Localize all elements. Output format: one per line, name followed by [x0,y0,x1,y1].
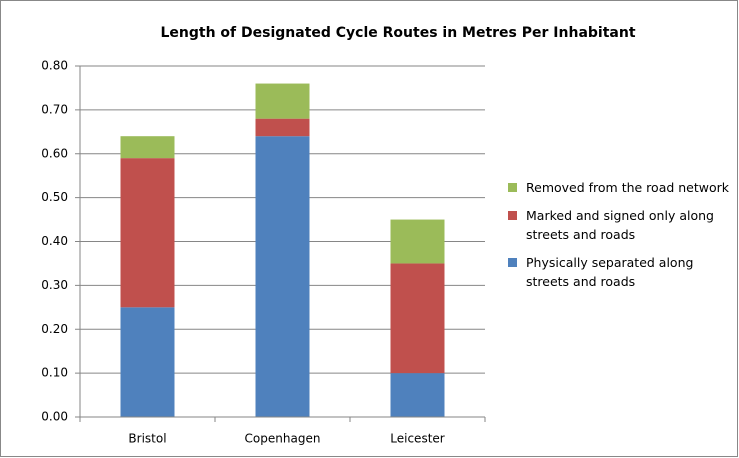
legend-item: Physically separated along streets and r… [508,253,730,291]
y-tick-label: 0.60 [41,146,68,160]
legend-item: Removed from the road network [508,178,730,197]
bar-segment [120,158,175,308]
x-tick-label: Copenhagen [245,432,321,446]
legend: Removed from the road network Marked and … [508,178,730,300]
y-tick-label: 0.50 [41,190,68,204]
legend-label: Marked and signed only along streets and… [526,208,714,242]
chart-title: Length of Designated Cycle Routes in Met… [160,25,635,41]
y-tick-label: 0.40 [41,234,68,248]
y-tick-label: 0.80 [41,59,68,73]
bar-segment [255,83,310,119]
y-tick-label: 0.70 [41,102,68,116]
legend-item: Marked and signed only along streets and… [508,206,730,244]
x-tick-label: Bristol [128,432,166,446]
bar-segment [390,219,445,264]
legend-label: Removed from the road network [526,180,730,195]
x-tick-label: Leicester [390,432,445,446]
bar-segment [120,136,175,159]
bar-segment [255,118,310,137]
bar-segment [390,373,445,417]
legend-swatch [508,183,517,192]
y-tick-label: 0.10 [41,366,68,380]
bar-segment [390,263,445,374]
legend-swatch [508,258,517,267]
bar-segment [120,307,175,417]
y-tick-label: 0.00 [41,410,68,424]
bar-segment [255,136,310,417]
y-tick-label: 0.20 [41,322,68,336]
legend-swatch [508,211,517,220]
y-tick-label: 0.30 [41,278,68,292]
legend-label: Physically separated along streets and r… [526,255,694,289]
